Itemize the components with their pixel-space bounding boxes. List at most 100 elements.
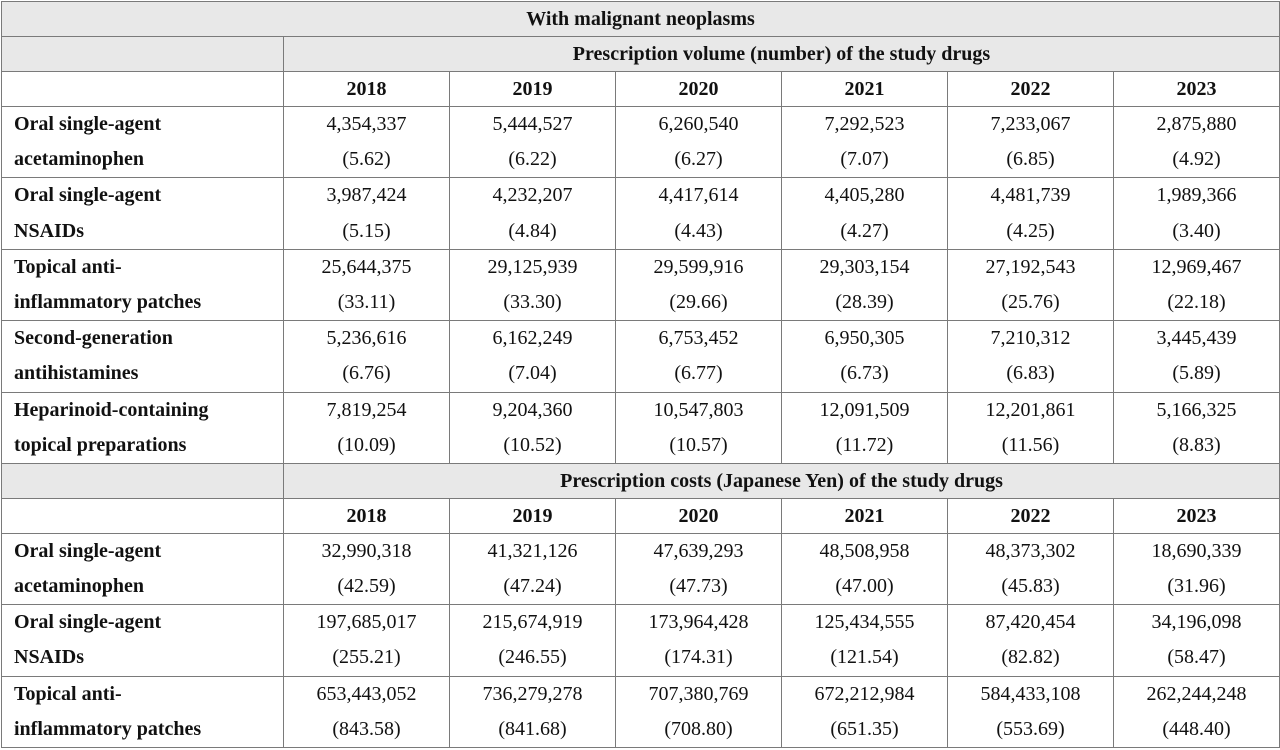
value-cell: 4,405,280 (4.27) xyxy=(781,177,948,250)
section-heading: Prescription volume (number) of the stud… xyxy=(283,36,1280,72)
value-count: 736,279,278 xyxy=(482,682,583,705)
value-count: 5,236,616 xyxy=(326,327,407,350)
value-cell: 87,420,454 (82.82) xyxy=(947,604,1114,677)
value-percent: (11.72) xyxy=(835,433,894,456)
row-label: Oral single-agent acetaminophen xyxy=(1,532,284,606)
value-count: 6,260,540 xyxy=(658,113,739,135)
value-percent: (5.89) xyxy=(1172,362,1221,385)
row-label-line: Heparinoid-containing xyxy=(14,398,209,421)
table-row: Oral single-agent NSAIDs 197,685,017 (255.2… xyxy=(1,604,1280,677)
value-count: 32,990,318 xyxy=(321,539,412,562)
value-cell: 707,380,769 (708.80) xyxy=(615,675,782,749)
value-count: 5,166,325 xyxy=(1156,398,1237,421)
year-header: 2021 xyxy=(781,497,948,534)
row-label-line: acetaminophen xyxy=(14,575,144,598)
value-percent: (174.31) xyxy=(664,646,733,669)
row-label: Oral single-agent NSAIDs xyxy=(1,604,284,677)
year-header: 2022 xyxy=(947,71,1114,107)
value-percent: (6.22) xyxy=(508,148,557,171)
year-header: 2019 xyxy=(449,497,616,534)
year-header-spacer xyxy=(1,497,284,534)
year-header: 2021 xyxy=(781,71,948,107)
value-count: 25,644,375 xyxy=(321,255,412,278)
value-cell: 9,204,360 (10.52) xyxy=(449,391,616,464)
value-percent: (448.40) xyxy=(1162,717,1231,740)
value-percent: (22.18) xyxy=(1167,290,1226,313)
table-title: With malignant neoplasms xyxy=(1,1,1280,37)
value-count: 41,321,126 xyxy=(487,539,578,562)
value-cell: 29,303,154 (28.39) xyxy=(781,248,948,322)
value-cell: 3,445,439 (5.89) xyxy=(1113,320,1280,393)
value-percent: (553.69) xyxy=(996,717,1065,740)
value-percent: (5.15) xyxy=(342,219,391,242)
value-cell: 18,690,339 (31.96) xyxy=(1113,532,1280,606)
value-cell: 584,433,108 (553.69) xyxy=(947,675,1114,749)
row-label: Topical anti-inflammatory patches xyxy=(1,248,284,322)
value-cell: 10,547,803 (10.57) xyxy=(615,391,782,464)
row-label: Heparinoid-containing topical preparation… xyxy=(1,391,284,464)
table-row: Oral single-agent NSAIDs 3,987,424 (5.15) 4,… xyxy=(1,177,1280,250)
row-label-line: Oral single-agent xyxy=(14,539,162,562)
value-percent: (25.76) xyxy=(1001,290,1060,313)
value-cell: 5,236,616 (6.76) xyxy=(283,320,450,393)
row-label-line: acetaminophen xyxy=(14,148,144,171)
value-cell: 7,819,254 (10.09) xyxy=(283,391,450,464)
year-header: 2022 xyxy=(947,497,1114,534)
value-count: 48,373,302 xyxy=(985,539,1076,562)
value-cell: 653,443,052 (843.58) xyxy=(283,675,450,749)
row-label-line: NSAIDs xyxy=(14,646,85,669)
value-percent: (4.25) xyxy=(1006,219,1055,242)
value-percent: (10.52) xyxy=(503,433,562,456)
table-row: Second-generation antihistamines 5,236,616… xyxy=(1,320,1280,393)
value-count: 4,354,337 xyxy=(326,113,407,135)
value-cell: 6,260,540 (6.27) xyxy=(615,105,782,179)
value-cell: 4,354,337 (5.62) xyxy=(283,105,450,179)
year-header-row: 2018 2019 2020 2021 2022 2023 xyxy=(1,497,1280,534)
value-cell: 48,508,958 (47.00) xyxy=(781,532,948,606)
section-heading-spacer xyxy=(1,36,284,72)
year-header: 2019 xyxy=(449,71,616,107)
value-percent: (7.04) xyxy=(508,362,557,385)
value-count: 7,233,067 xyxy=(990,113,1071,135)
value-cell: 7,292,523 (7.07) xyxy=(781,105,948,179)
value-percent: (4.27) xyxy=(840,219,889,242)
table-row: Topical anti-inflammatory patches 653,443… xyxy=(1,675,1280,749)
row-label: Second-generation antihistamines xyxy=(1,320,284,393)
value-percent: (10.57) xyxy=(669,433,728,456)
value-cell: 6,950,305 (6.73) xyxy=(781,320,948,393)
value-cell: 12,201,861 (11.56) xyxy=(947,391,1114,464)
value-count: 215,674,919 xyxy=(482,611,583,634)
value-count: 173,964,428 xyxy=(648,611,749,634)
row-label: Topical anti-inflammatory patches xyxy=(1,675,284,749)
value-percent: (5.62) xyxy=(342,148,391,171)
value-count: 3,987,424 xyxy=(326,184,407,207)
value-percent: (4.84) xyxy=(508,219,557,242)
row-label-line: Oral single-agent xyxy=(14,113,162,135)
value-cell: 125,434,555 (121.54) xyxy=(781,604,948,677)
value-count: 6,753,452 xyxy=(658,327,739,350)
value-percent: (45.83) xyxy=(1001,575,1060,598)
year-header-spacer xyxy=(1,71,284,107)
value-cell: 6,753,452 (6.77) xyxy=(615,320,782,393)
table-row: Topical anti-inflammatory patches 25,644,… xyxy=(1,248,1280,322)
value-percent: (841.68) xyxy=(498,717,567,740)
value-cell: 197,685,017 (255.21) xyxy=(283,604,450,677)
value-count: 7,819,254 xyxy=(326,398,407,421)
year-header: 2020 xyxy=(615,71,782,107)
value-percent: (6.73) xyxy=(840,362,889,385)
value-cell: 27,192,543 (25.76) xyxy=(947,248,1114,322)
value-cell: 173,964,428 (174.31) xyxy=(615,604,782,677)
table-row: Heparinoid-containing topical preparation… xyxy=(1,391,1280,464)
value-count: 262,244,248 xyxy=(1146,682,1247,705)
value-cell: 32,990,318 (42.59) xyxy=(283,532,450,606)
row-label-line: inflammatory patches xyxy=(14,717,202,740)
value-count: 5,444,527 xyxy=(492,113,573,135)
value-cell: 1,989,366 (3.40) xyxy=(1113,177,1280,250)
value-count: 18,690,339 xyxy=(1151,539,1242,562)
value-cell: 7,233,067 (6.85) xyxy=(947,105,1114,179)
value-percent: (47.73) xyxy=(669,575,728,598)
value-percent: (47.00) xyxy=(835,575,894,598)
value-percent: (33.30) xyxy=(503,290,562,313)
